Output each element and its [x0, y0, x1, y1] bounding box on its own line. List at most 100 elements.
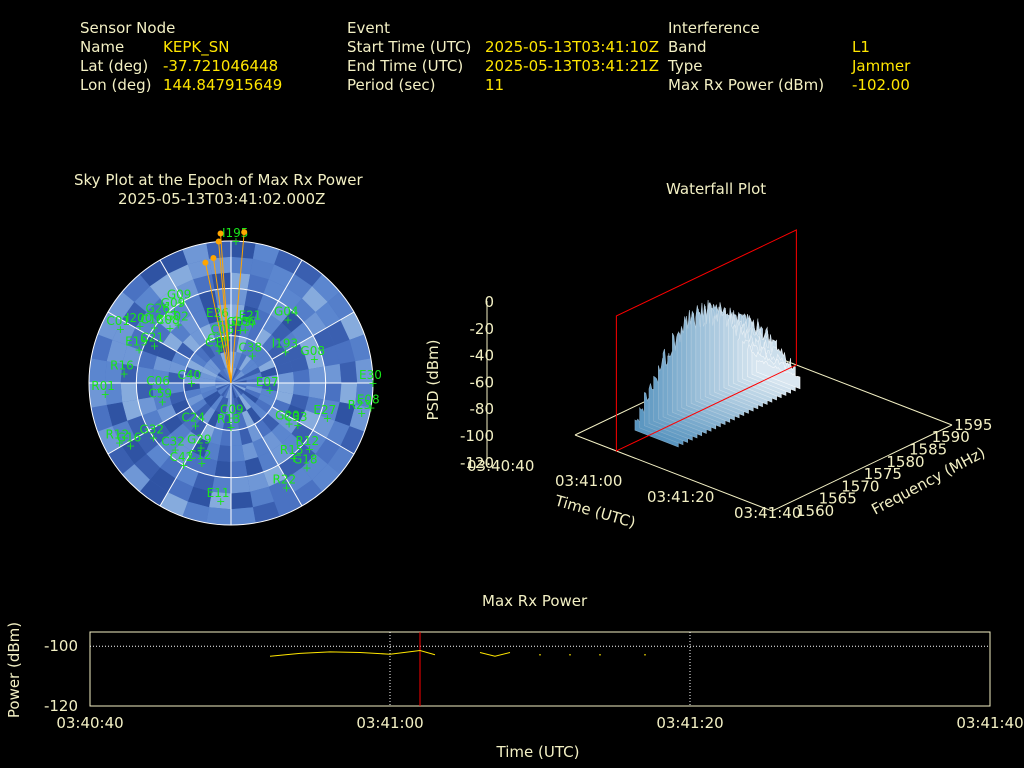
sky-plot-satellites: +I195+E26+G06+E21+G05+C34+C10+C05+G04+I1… — [91, 226, 382, 508]
max-rx-point — [569, 653, 571, 656]
sky-cell — [267, 342, 286, 360]
satellite-marker: + — [248, 350, 257, 363]
sky-cell — [305, 350, 325, 370]
sky-cell — [201, 388, 218, 399]
satellite-label: R15 — [280, 443, 304, 457]
sky-cell — [231, 370, 244, 383]
sky-cell — [326, 319, 350, 346]
sky-cell — [355, 383, 373, 408]
sky-cell — [199, 423, 215, 443]
sky-cell — [262, 383, 279, 392]
satellite-label: G16 — [117, 431, 142, 445]
sky-cell — [327, 291, 354, 320]
satellite-label: I200 — [126, 311, 152, 325]
sky-cell — [91, 404, 113, 432]
sky-cell — [231, 377, 247, 383]
sky-cell — [137, 396, 157, 416]
sky-plot-grid — [88, 240, 374, 526]
sky-cell — [247, 471, 269, 492]
waterfall-y-tick: 1565 — [819, 490, 857, 508]
sky-cell — [246, 383, 263, 389]
interference-bearing-line — [230, 232, 245, 384]
satellite-label: C13 — [140, 312, 164, 326]
sky-cell — [171, 351, 191, 367]
sky-cell — [231, 491, 253, 510]
event-start-value: 2025-05-13T03:41:10Z — [485, 38, 659, 56]
sky-cell — [250, 486, 275, 508]
satellite-label: C08 — [156, 313, 180, 327]
satellite-label: E19 — [125, 335, 148, 349]
sky-cell — [97, 312, 122, 340]
sky-cell — [204, 305, 221, 324]
sky-cell — [294, 479, 323, 506]
sky-cell — [301, 286, 328, 313]
sky-cell — [260, 366, 278, 378]
sky-cell — [218, 370, 231, 383]
satellite-label: E26 — [206, 306, 229, 320]
sky-cell — [231, 383, 239, 398]
satellite-label: C33 — [284, 410, 308, 424]
sky-cell — [281, 310, 304, 333]
sky-cell — [262, 374, 279, 383]
sky-cell — [258, 359, 276, 373]
sky-cell — [268, 264, 295, 288]
sky-cell — [104, 361, 123, 383]
sky-cell — [271, 423, 292, 444]
sky-cell — [241, 338, 255, 356]
sky-cell — [334, 339, 356, 364]
sensor-lat-label: Lat (deg) — [80, 57, 149, 75]
interference-source-dot — [241, 229, 248, 236]
satellite-marker: + — [196, 441, 205, 454]
satellite-label: G08 — [300, 344, 325, 358]
sky-cell — [152, 383, 169, 397]
sky-cell — [254, 328, 272, 347]
satellite-marker: + — [158, 395, 167, 408]
max-rx-frame — [89, 631, 991, 707]
waterfall-x-tick: 03:40:40 — [467, 457, 534, 475]
sky-cell — [245, 372, 263, 381]
sky-cell — [162, 414, 183, 434]
satellite-label: G05 — [226, 315, 251, 329]
satellite-label: G02 — [164, 309, 189, 323]
satellite-label: R12 — [106, 427, 130, 441]
sky-cell — [89, 383, 107, 408]
sky-cell — [241, 358, 256, 373]
sky-cell — [194, 346, 211, 363]
sky-cell — [319, 345, 340, 367]
satellite-marker: + — [115, 436, 124, 449]
max-rx-line — [479, 652, 511, 657]
sky-cell — [106, 339, 128, 364]
satellite-label: E27 — [313, 403, 336, 417]
max-rx-point — [599, 653, 601, 656]
sky-cell — [326, 420, 350, 447]
satellite-marker: + — [285, 418, 294, 431]
satellite-marker: + — [135, 320, 144, 333]
sky-cell — [261, 334, 280, 353]
sky-cell — [239, 320, 253, 339]
sky-cell — [215, 383, 231, 386]
sky-cell — [327, 446, 354, 475]
sky-cell — [190, 328, 208, 347]
sky-cell — [122, 345, 143, 367]
satellite-marker: + — [293, 419, 302, 432]
satellite-marker: + — [116, 323, 125, 336]
satellite-marker: + — [368, 377, 377, 390]
sky-cell — [238, 395, 252, 411]
sky-cell — [207, 338, 221, 356]
max-rx-y-tick: -120 — [44, 697, 78, 715]
sky-cell — [231, 335, 240, 352]
sky-cell — [127, 415, 150, 439]
max-rx-x-tick: 03:41:40 — [956, 714, 1023, 732]
sky-cell — [285, 404, 306, 423]
waterfall-x-tick: 03:41:00 — [555, 472, 622, 490]
sky-cell — [308, 366, 326, 383]
sky-cell — [250, 258, 275, 280]
sky-plot-interference — [202, 229, 248, 384]
satellite-marker: + — [248, 318, 257, 331]
sky-plot-title: Sky Plot at the Epoch of Max Rx Power — [74, 171, 363, 189]
satellite-label: C21 — [140, 331, 164, 345]
sky-cell — [263, 279, 287, 302]
sky-cell — [215, 383, 231, 389]
satellite-label: C05 — [211, 323, 235, 337]
